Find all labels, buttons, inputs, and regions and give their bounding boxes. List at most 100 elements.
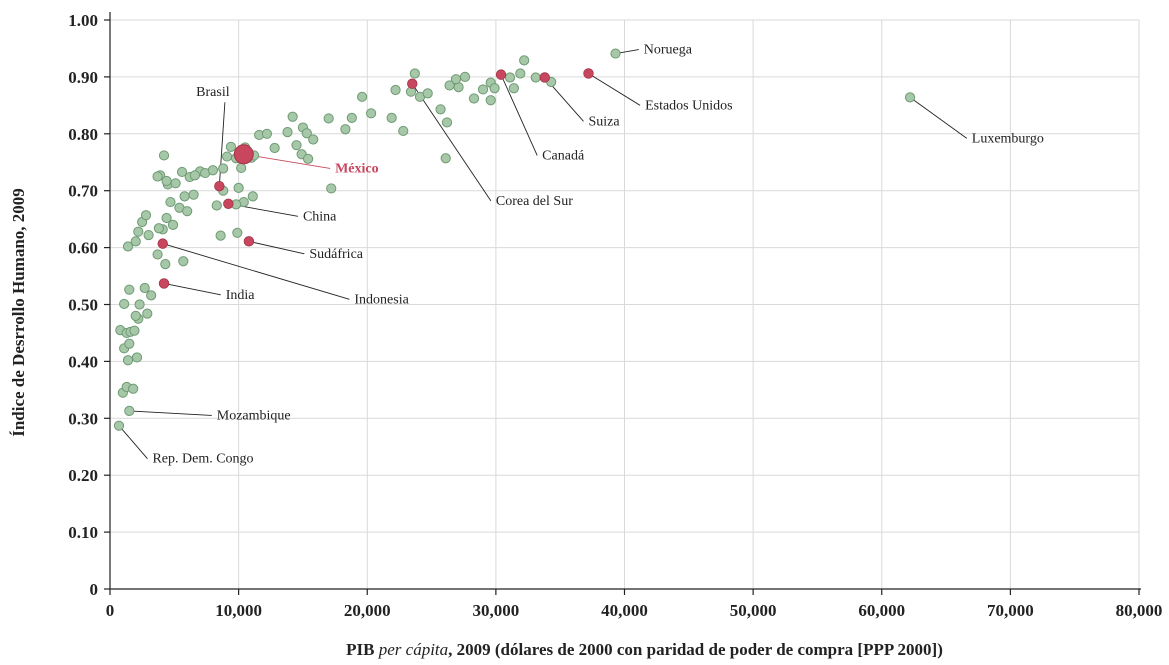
country-point — [225, 141, 237, 152]
country-point — [398, 125, 409, 137]
country-point — [904, 92, 916, 103]
country-point — [323, 113, 334, 124]
y-tick-label: 0.60 — [68, 239, 98, 258]
y-tick-label: 0.80 — [68, 125, 98, 144]
country-point — [346, 112, 357, 123]
annotation-label: Corea del Sur — [496, 194, 573, 209]
annotation-label: Rep. Dem. Congo — [152, 452, 253, 467]
data-points — [113, 48, 916, 431]
x-axis-title: PIB per cápita, 2009 (dólares de 2000 co… — [346, 640, 943, 659]
annotation-label: Mozambique — [217, 408, 291, 423]
axes — [104, 12, 1141, 595]
country-point — [165, 196, 176, 208]
country-point — [161, 175, 172, 187]
annotation-label: China — [303, 209, 337, 224]
country-point — [176, 166, 188, 178]
annotation-leader — [411, 83, 492, 202]
country-point — [357, 91, 368, 102]
annotation-label: Estados Unidos — [645, 98, 733, 113]
highlighted-country-point — [157, 238, 168, 249]
country-point — [178, 256, 189, 267]
highlighted-country-point — [243, 236, 255, 247]
country-point — [122, 355, 134, 366]
annotation-leader — [909, 97, 968, 139]
country-point — [124, 338, 135, 349]
annotation-leaders — [118, 49, 968, 459]
country-point — [504, 72, 516, 83]
country-point — [211, 200, 222, 211]
country-point — [233, 182, 244, 193]
x-tick-label: 20,000 — [344, 601, 391, 620]
x-tick-label: 10,000 — [215, 601, 262, 620]
highlighted-country-point — [583, 68, 594, 79]
annotation-leader — [118, 425, 148, 459]
country-point — [261, 128, 273, 139]
highlighted-country-point — [407, 78, 418, 89]
y-tick-label: 0.90 — [68, 68, 98, 87]
country-point — [158, 150, 170, 161]
highlighted-country-point — [158, 278, 170, 289]
y-tick-label: 0.70 — [68, 182, 98, 201]
country-point — [122, 241, 134, 252]
y-axis-title: Índice de Desrrollo Humano, 2009 — [9, 188, 28, 437]
country-point — [468, 93, 480, 104]
country-point — [161, 212, 172, 224]
country-point — [610, 48, 621, 59]
highlighted-country-point — [539, 72, 550, 83]
country-point — [130, 310, 141, 321]
country-point — [119, 298, 130, 310]
country-point — [215, 230, 226, 241]
country-point — [282, 126, 293, 138]
country-point — [153, 223, 164, 234]
country-point — [508, 83, 519, 94]
country-point — [139, 282, 150, 294]
country-point — [308, 134, 319, 145]
country-point — [221, 151, 233, 162]
annotation-leader — [248, 240, 305, 255]
country-point — [477, 84, 489, 95]
country-point — [269, 142, 280, 154]
country-point — [179, 191, 190, 202]
country-point — [160, 259, 171, 270]
country-point — [170, 178, 181, 189]
annotation-label: México — [335, 161, 379, 176]
x-axis-title-italic: per cápita — [378, 640, 448, 659]
country-point — [207, 165, 218, 176]
country-point — [386, 112, 397, 123]
y-tick-label: 0.50 — [68, 296, 98, 315]
country-point — [236, 162, 247, 174]
country-point — [143, 229, 154, 241]
country-point — [485, 95, 496, 106]
x-tick-label: 80,000 — [1116, 601, 1163, 620]
annotation-label: Luxemburgo — [972, 131, 1044, 146]
country-point — [390, 84, 401, 96]
country-point — [188, 189, 199, 200]
x-axis-title-prefix: PIB — [346, 640, 379, 659]
country-point — [218, 163, 229, 174]
annotation-label: Indonesia — [354, 292, 409, 307]
y-tick-label: 1.00 — [68, 11, 98, 30]
x-axis-title-suffix: , 2009 (dólares de 2000 con paridad de p… — [448, 640, 943, 659]
country-point — [113, 420, 125, 431]
country-point — [326, 183, 337, 194]
annotation-label: Suiza — [588, 114, 620, 129]
country-point — [409, 68, 420, 79]
country-point — [515, 68, 526, 79]
x-tick-label: 0 — [106, 601, 115, 620]
country-point — [519, 55, 530, 66]
annotation-leader — [129, 410, 212, 416]
country-point — [340, 124, 351, 135]
y-tick-label: 0.10 — [68, 523, 98, 542]
tick-labels: 0 10,000 20,000 30,000 40,000 50,000 60,000 70,… — [68, 11, 1162, 620]
country-point — [129, 325, 140, 336]
y-tick-label: 0 — [90, 580, 99, 599]
country-point — [459, 71, 471, 83]
country-point — [435, 104, 446, 115]
country-point — [131, 352, 143, 363]
country-point — [124, 284, 135, 295]
annotation-label: India — [226, 288, 256, 303]
annotation-label: Noruega — [644, 43, 693, 58]
country-point — [133, 226, 144, 237]
gridlines — [110, 19, 1140, 589]
